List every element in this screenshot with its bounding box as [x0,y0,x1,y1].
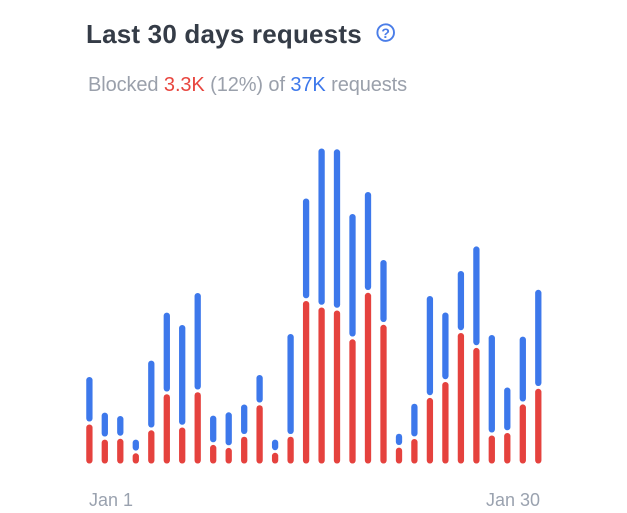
svg-text:?: ? [381,25,390,41]
